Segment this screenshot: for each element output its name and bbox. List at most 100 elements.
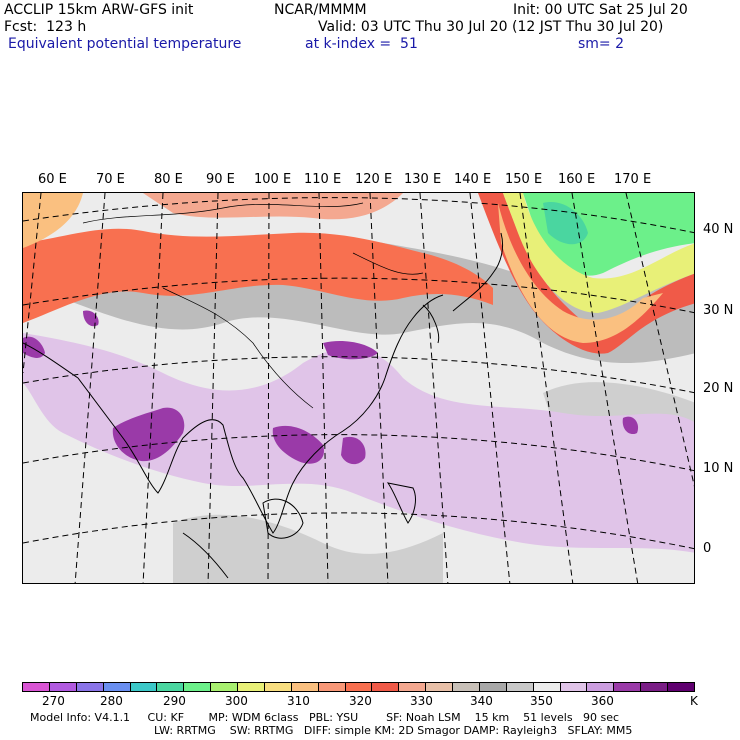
meridian-70e xyxy=(74,193,106,583)
field-name: Equivalent potential temperature xyxy=(8,36,242,52)
colorbar-segment xyxy=(157,683,185,691)
purple-scs xyxy=(341,436,366,465)
valid-time: Valid: 03 UTC Thu 30 Jul 20 (12 JST Thu … xyxy=(318,19,664,35)
lon-label-60e: 60 E xyxy=(38,172,67,187)
border-lines xyxy=(82,202,424,409)
colorbar-segment xyxy=(641,683,668,691)
lon-label-100e: 100 E xyxy=(254,172,292,187)
purple-india xyxy=(112,407,185,462)
warm-orange-west xyxy=(23,193,83,248)
coastline-philippines xyxy=(386,482,416,524)
colorbar-segment xyxy=(76,683,104,691)
yellow-region xyxy=(503,193,694,313)
lat-label-10n: 10 N xyxy=(703,461,734,476)
colorbar-segment xyxy=(264,683,292,691)
colorbar-segment xyxy=(211,683,238,691)
colorbar-segment xyxy=(291,683,319,691)
meridian-60e xyxy=(23,193,42,374)
model-title: ACCLIP 15km ARW-GFS init xyxy=(4,2,194,18)
model-info-line1: Model Info: V4.1.1 CU: KF MP: WDM 6class… xyxy=(30,711,620,724)
colorbar-label-330: 330 xyxy=(410,694,433,708)
purple-pacific xyxy=(622,416,639,435)
colorbar-label-270: 270 xyxy=(42,694,65,708)
colorbar-segment xyxy=(479,683,507,691)
lon-label-130e: 130 E xyxy=(404,172,442,187)
parallel-20n xyxy=(23,356,694,394)
meridian-160e xyxy=(571,193,639,583)
theta-e-map xyxy=(23,193,694,583)
lon-label-140e: 140 E xyxy=(454,172,492,187)
colorbar-segment xyxy=(453,683,480,691)
colorbar-segment xyxy=(668,683,694,691)
parallel-40n xyxy=(23,197,694,234)
colorbar-label-350: 350 xyxy=(530,694,553,708)
parallel-10n xyxy=(23,434,694,472)
colorbar-segment xyxy=(23,683,50,691)
colorbar-label-280: 280 xyxy=(100,694,123,708)
colorbar-segment xyxy=(587,683,615,691)
coastline-borneo xyxy=(262,498,304,539)
meridian-120e xyxy=(369,193,389,583)
purple-arabia xyxy=(83,310,99,327)
parallel-30n xyxy=(23,277,694,314)
org-label: NCAR/MMMM xyxy=(274,2,367,18)
meridian-150e xyxy=(519,193,574,583)
model-info-line2: LW: RRTMG SW: RRTMG DIFF: simple KM: 2D … xyxy=(154,724,633,737)
colorbar-label-310: 310 xyxy=(287,694,310,708)
grey-patch-south xyxy=(173,514,443,583)
lon-label-70e: 70 E xyxy=(96,172,125,187)
colorbar-segment xyxy=(103,683,131,691)
forecast-hour: Fcst: 123 h xyxy=(4,19,87,35)
coastline-korea-japan xyxy=(422,232,504,344)
meridian-100e xyxy=(267,193,270,583)
orange-region xyxy=(498,203,663,343)
colorbar-segment xyxy=(560,683,588,691)
warm-belt xyxy=(23,228,493,323)
coastline-asia xyxy=(23,294,444,534)
colorbar-segment xyxy=(614,683,642,691)
lon-label-110e: 110 E xyxy=(304,172,342,187)
lon-label-120e: 120 E xyxy=(355,172,393,187)
lon-label-150e: 150 E xyxy=(505,172,543,187)
meridian-140e xyxy=(469,193,511,583)
meridian-90e xyxy=(207,193,219,583)
map-panel xyxy=(22,192,695,584)
parallel-0 xyxy=(23,512,694,550)
level-label: at k-index = 51 xyxy=(305,36,418,52)
colorbar-label-360: 360 xyxy=(591,694,614,708)
colorbar-segment xyxy=(49,683,77,691)
colorbar-segment xyxy=(184,683,212,691)
colorbar xyxy=(22,682,695,692)
lat-label-40n: 40 N xyxy=(703,222,734,237)
meridian-110e xyxy=(318,193,329,583)
colorbar-label-340: 340 xyxy=(470,694,493,708)
colorbar-segment xyxy=(506,683,534,691)
graticule xyxy=(23,193,694,583)
colorbar-segment xyxy=(399,683,427,691)
meridian-130e xyxy=(419,193,449,583)
colorbar-segment xyxy=(130,683,158,691)
colorbar-segment xyxy=(238,683,265,691)
lon-label-90e: 90 E xyxy=(206,172,235,187)
init-time: Init: 00 UTC Sat 25 Jul 20 xyxy=(513,2,688,18)
lat-label-20n: 20 N xyxy=(703,381,734,396)
colorbar-segment xyxy=(533,683,561,691)
colorbar-segment xyxy=(426,683,453,691)
lon-label-170e: 170 E xyxy=(614,172,652,187)
lon-label-160e: 160 E xyxy=(558,172,596,187)
colorbar-label-300: 300 xyxy=(225,694,248,708)
lat-label-equator: 0 xyxy=(703,541,712,556)
colorbar-label-320: 320 xyxy=(349,694,372,708)
colorbar-segment xyxy=(318,683,346,691)
colorbar-segment xyxy=(345,683,373,691)
smoothing-label: sm= 2 xyxy=(578,36,625,52)
colorbar-segment xyxy=(372,683,400,691)
purple-china xyxy=(323,341,378,360)
lat-label-30n: 30 N xyxy=(703,303,734,318)
colorbar-unit: K xyxy=(690,694,698,708)
colorbar-label-290: 290 xyxy=(163,694,186,708)
meridian-80e xyxy=(142,193,164,583)
cyan-patch xyxy=(543,202,588,245)
warm-salmon xyxy=(143,193,403,220)
lon-label-80e: 80 E xyxy=(154,172,183,187)
